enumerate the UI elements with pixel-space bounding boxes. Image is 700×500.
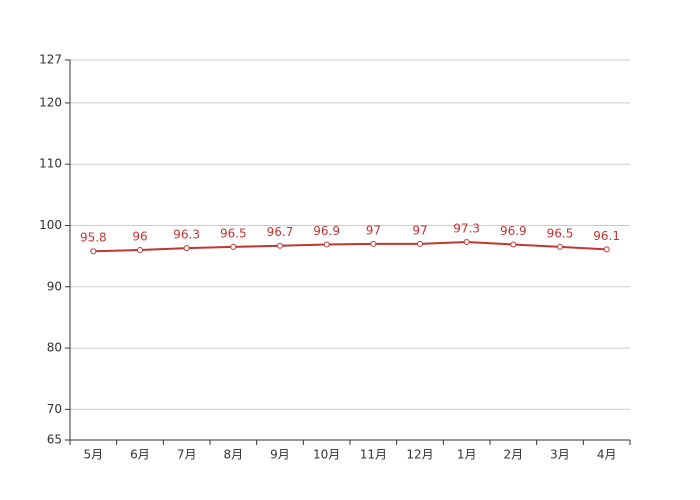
point	[277, 242, 283, 249]
data-label: 96.3	[173, 228, 200, 242]
data-label: 96.9	[500, 224, 527, 238]
point	[137, 247, 143, 253]
data-label: 96	[132, 230, 147, 244]
data-label: 96.5	[547, 226, 574, 240]
data-label: 97	[366, 223, 381, 237]
y-tick-label: 120	[39, 95, 62, 109]
x-tick-label: 4月	[597, 448, 617, 462]
point	[370, 240, 377, 247]
point	[603, 246, 610, 253]
data-label: 96.1	[593, 229, 620, 243]
x-tick-label: 9月	[270, 448, 290, 462]
x-tick-label: 12月	[406, 448, 433, 462]
data-label: 95.8	[80, 231, 107, 245]
x-tick-label: 3月	[550, 448, 570, 462]
point	[510, 241, 517, 248]
x-tick-label: 5月	[84, 448, 104, 462]
y-tick-label: 80	[47, 341, 62, 355]
x-tick-label: 10月	[313, 448, 340, 462]
x-tick-label: 11月	[360, 448, 387, 462]
data-label: 96.7	[267, 225, 294, 239]
line	[93, 241, 607, 253]
point	[183, 245, 190, 252]
x-tick-label: 7月	[177, 448, 197, 462]
data-label: 97.3	[453, 222, 480, 236]
x-tick-label: 2月	[504, 448, 524, 462]
data-label: 96.9	[313, 224, 340, 238]
x-tick-label: 1月	[457, 448, 477, 462]
y-tick-label: 127	[39, 53, 62, 67]
y-tick-label: 70	[47, 402, 62, 416]
point	[230, 243, 237, 250]
x-tick-label: 6月	[130, 448, 150, 462]
point	[463, 239, 470, 246]
point	[417, 240, 423, 247]
y-tick-label: 65	[47, 433, 62, 447]
y-tick-label: 110	[39, 157, 62, 171]
point	[557, 243, 563, 250]
y-tick-label: 100	[39, 218, 62, 232]
x-tick-label: 8月	[224, 448, 244, 462]
point	[323, 241, 330, 248]
point	[90, 248, 97, 255]
data-label: 96.5	[220, 226, 247, 240]
data-label: 97	[412, 223, 427, 237]
y-tick-label: 90	[47, 279, 62, 293]
